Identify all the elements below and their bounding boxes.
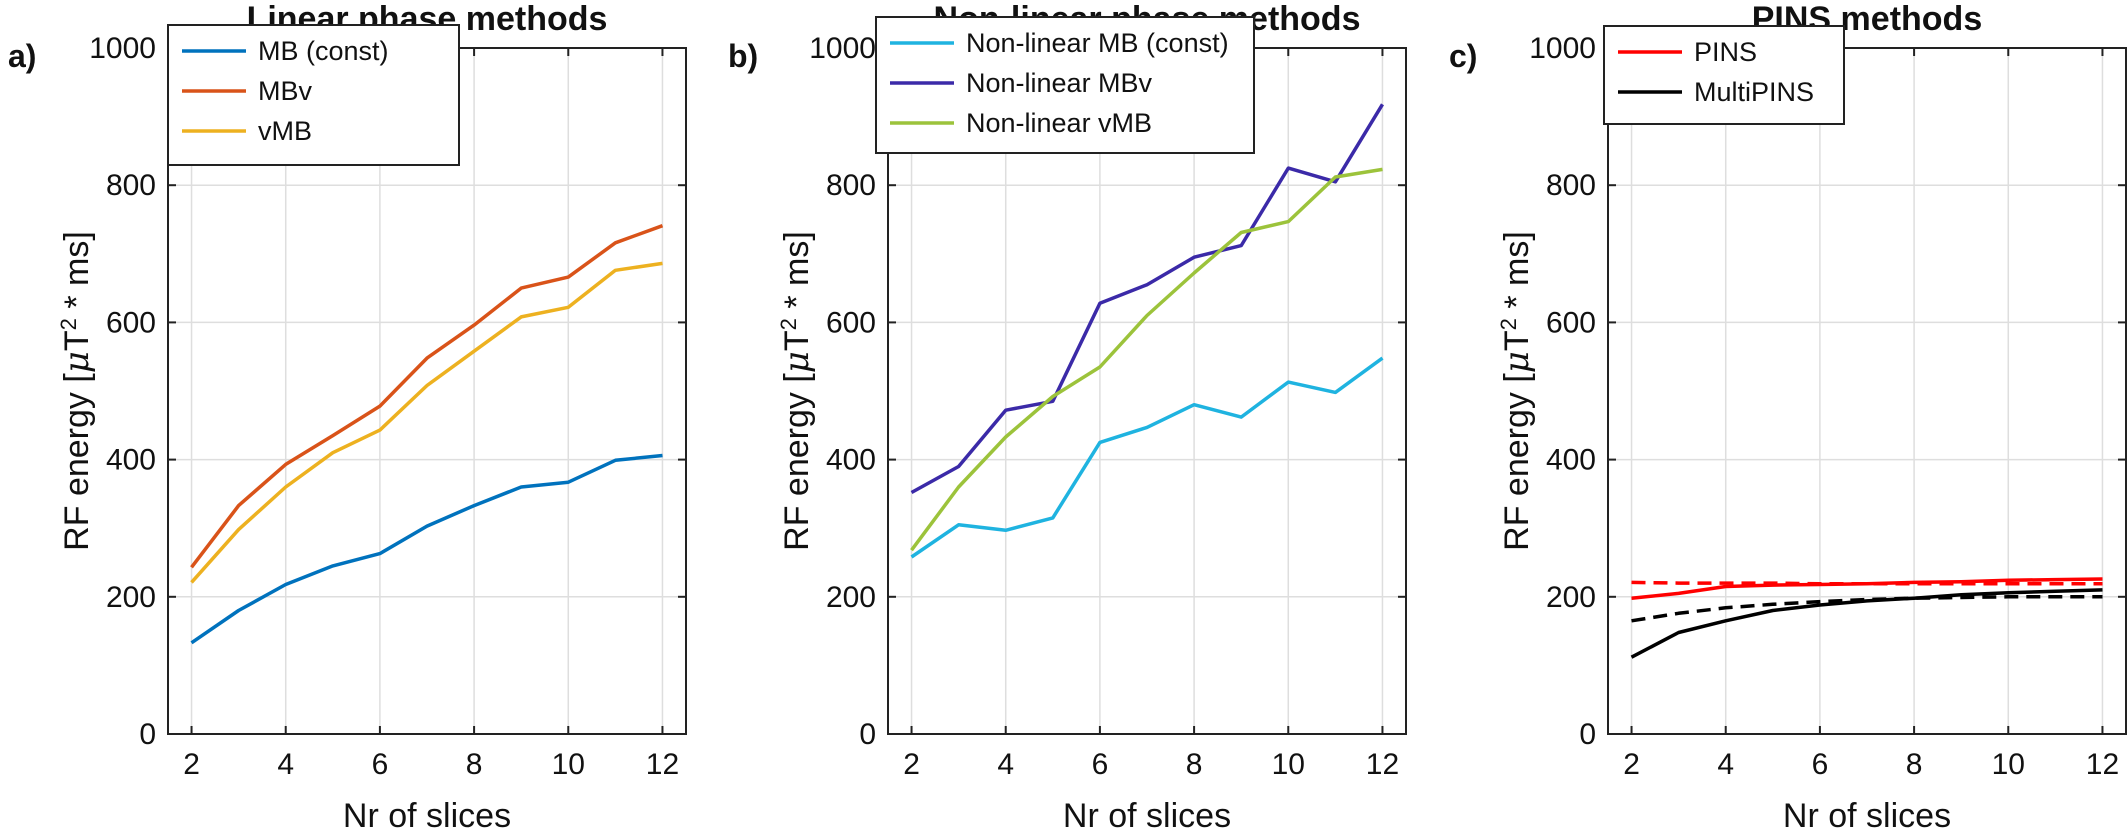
x-tick-label: 2 bbox=[183, 748, 200, 781]
legend-label: Non-linear MBv bbox=[966, 68, 1153, 98]
legend-box bbox=[875, 16, 1255, 154]
y-tick-label: 200 bbox=[1546, 581, 1596, 614]
x-tick-label: 8 bbox=[466, 748, 483, 781]
series-line-mb-const- bbox=[190, 453, 663, 645]
axes-frame bbox=[1607, 47, 2127, 735]
x-tick-label: 10 bbox=[1272, 748, 1305, 781]
y-axis-label-sup: 2 bbox=[1496, 318, 1521, 330]
x-tick-label: 12 bbox=[2086, 748, 2119, 781]
x-axis-label: Nr of slices bbox=[1063, 797, 1231, 835]
series-line-dashed-2 bbox=[1631, 580, 2103, 586]
series-line-non-linear-vmb bbox=[910, 167, 1383, 552]
y-axis-label-main: RF energy [ bbox=[778, 373, 816, 551]
y-tick-label: 400 bbox=[106, 444, 156, 477]
y-axis-label-sup: 2 bbox=[56, 318, 81, 330]
x-tick-label: 10 bbox=[1992, 748, 2025, 781]
y-tick-label: 800 bbox=[106, 169, 156, 202]
x-tick-label: 6 bbox=[1812, 748, 1829, 781]
y-axis-label: RF energy [μT2 * ms] bbox=[56, 231, 97, 551]
y-tick-label: 400 bbox=[1546, 444, 1596, 477]
y-tick-label: 1000 bbox=[809, 32, 876, 65]
legend-box bbox=[167, 24, 460, 166]
y-tick-label: 600 bbox=[1546, 306, 1596, 339]
legend: PINS MultiPINS bbox=[1603, 25, 1845, 125]
y-axis-label-end: * ms] bbox=[58, 231, 96, 318]
y-tick-label: 200 bbox=[826, 581, 876, 614]
y-axis-label-unit: T bbox=[1498, 330, 1536, 351]
legend: MB (const) MBv vMB bbox=[167, 24, 460, 166]
y-axis-label-end: * ms] bbox=[778, 231, 816, 318]
y-axis-label-sup: 2 bbox=[776, 318, 801, 330]
y-tick-label: 0 bbox=[139, 718, 156, 751]
y-axis-label-mu: μ bbox=[777, 351, 817, 373]
legend-label: PINS bbox=[1694, 37, 1757, 67]
x-tick-label: 4 bbox=[277, 748, 294, 781]
y-axis-label-end: * ms] bbox=[1498, 231, 1536, 318]
series-line-non-linear-mbv bbox=[910, 103, 1384, 495]
series-line-pins bbox=[1631, 577, 2103, 600]
x-tick-label: 4 bbox=[1717, 748, 1734, 781]
y-axis-label-mu: μ bbox=[57, 351, 97, 373]
y-axis-label-unit: T bbox=[58, 330, 96, 351]
y-tick-label: 800 bbox=[826, 169, 876, 202]
y-tick-label: 1000 bbox=[89, 32, 156, 65]
y-tick-label: 800 bbox=[1546, 169, 1596, 202]
x-axis-label: Nr of slices bbox=[343, 797, 511, 835]
y-axis-label-unit: T bbox=[778, 330, 816, 351]
legend-label: MBv bbox=[258, 76, 313, 106]
panel-label: a) bbox=[8, 38, 36, 74]
legend-label: vMB bbox=[258, 116, 312, 146]
x-tick-label: 2 bbox=[903, 748, 920, 781]
x-tick-label: 10 bbox=[552, 748, 585, 781]
y-axis-label: RF energy [μT2 * ms] bbox=[776, 231, 817, 551]
y-tick-label: 600 bbox=[106, 306, 156, 339]
series-line-multipins bbox=[1630, 588, 2103, 659]
x-tick-label: 6 bbox=[372, 748, 389, 781]
legend-label: MultiPINS bbox=[1694, 77, 1814, 107]
panel-label: c) bbox=[1449, 38, 1477, 74]
panel-label: b) bbox=[728, 38, 758, 74]
y-axis-label-main: RF energy [ bbox=[58, 373, 96, 551]
x-tick-label: 4 bbox=[997, 748, 1014, 781]
x-tick-label: 12 bbox=[1366, 748, 1399, 781]
y-axis-label-main: RF energy [ bbox=[1498, 373, 1536, 551]
series-line-dashed-3 bbox=[1631, 595, 2103, 623]
y-tick-label: 0 bbox=[859, 718, 876, 751]
y-tick-label: 400 bbox=[826, 444, 876, 477]
y-tick-label: 1000 bbox=[1529, 32, 1596, 65]
series-line-vmb bbox=[190, 261, 663, 584]
series-line-non-linear-mb-const- bbox=[910, 356, 1384, 559]
x-tick-label: 8 bbox=[1186, 748, 1203, 781]
legend-label: MB (const) bbox=[258, 36, 389, 66]
y-axis-label-mu: μ bbox=[1497, 351, 1537, 373]
legend: Non-linear MB (const) Non-linear MBv Non-l… bbox=[875, 16, 1255, 154]
x-tick-label: 2 bbox=[1623, 748, 1640, 781]
legend-label: Non-linear MB (const) bbox=[966, 28, 1229, 58]
y-axis-label: RF energy [μT2 * ms] bbox=[1496, 231, 1537, 551]
x-tick-label: 6 bbox=[1092, 748, 1109, 781]
x-axis-label: Nr of slices bbox=[1783, 797, 1951, 835]
x-tick-label: 8 bbox=[1906, 748, 1923, 781]
chart-panel-2: 0200400600800100024681012Non-linear phas… bbox=[728, 0, 1407, 835]
y-tick-label: 200 bbox=[106, 581, 156, 614]
legend-label: Non-linear vMB bbox=[966, 108, 1152, 138]
series-line-mbv bbox=[190, 224, 664, 569]
y-tick-label: 0 bbox=[1579, 718, 1596, 751]
x-tick-label: 12 bbox=[646, 748, 679, 781]
y-tick-label: 600 bbox=[826, 306, 876, 339]
legend-box bbox=[1603, 25, 1845, 125]
